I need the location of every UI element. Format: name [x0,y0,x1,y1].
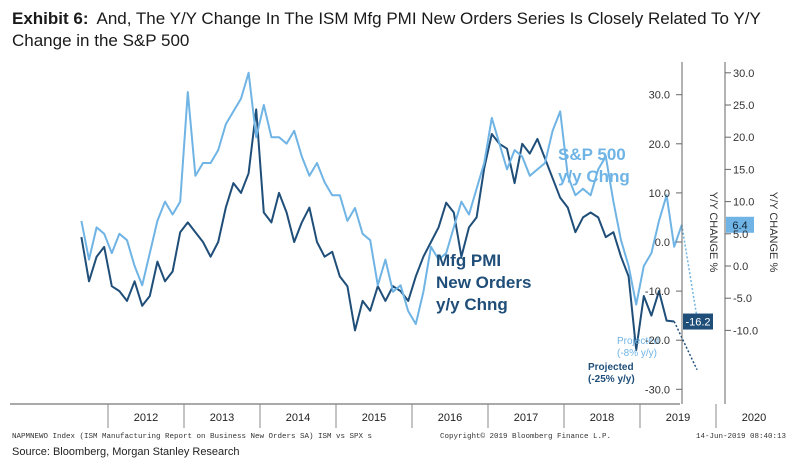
x-tick-label: 2015 [362,412,386,424]
left-axis-tick-label: -10.0 [645,286,670,298]
spx-last-value: 6.4 [732,220,747,232]
ism-series-label: New Orders [436,273,531,292]
right-axis-tick-label: 30.0 [733,68,754,80]
left-axis-tick-label: -20.0 [645,335,670,347]
x-tick-label: 2012 [134,412,158,424]
x-tick-label: 2020 [742,412,766,424]
right-axis-tick-label: 20.0 [733,132,754,144]
exhibit-label: Exhibit 6: [12,9,89,28]
ism-series-label: Mfg PMI [436,251,501,270]
x-tick-label: 2019 [666,412,690,424]
right-axis-tick-label: 15.0 [733,164,754,176]
right-axis-title: Y/Y CHANGE % [767,192,779,273]
chart-title: Exhibit 6: And, The Y/Y Change In The ISM… [12,8,788,52]
x-tick-label: 2016 [438,412,462,424]
right-axis-tick-label: 0.0 [733,261,748,273]
left-axis-tick-label: 10.0 [649,188,670,200]
ism-series-label: y/y Chng [436,295,508,314]
ism-projection-label: Projected [588,362,634,373]
x-tick-label: 2018 [590,412,614,424]
spx-series-label: y/y Chng [558,167,630,186]
right-axis-tick-label: 10.0 [733,197,754,209]
projection-line-spx [681,224,698,318]
right-axis-tick-label: 5.0 [733,229,748,241]
ism-projection-label: (-25% y/y) [588,374,635,385]
spx-last-value-badge [726,216,754,233]
footer-center: Copyright© 2019 Bloomberg Finance L.P. [440,432,611,441]
spx-series-label: S&P 500 [558,145,626,164]
source-note: Source: Bloomberg, Morgan Stanley Resear… [12,446,240,458]
left-axis-tick-label: 0.0 [655,237,670,249]
title-text: And, The Y/Y Change In The ISM Mfg PMI N… [12,9,761,50]
x-tick-label: 2017 [514,412,538,424]
ism-last-value-badge [683,313,713,330]
ism-last-value: -16.2 [685,317,710,329]
left-axis-tick-label: -30.0 [645,384,670,396]
right-axis-tick-label: -10.0 [733,325,758,337]
spx-projection-label: Projected [617,336,659,347]
right-axis-tick-label: -5.0 [733,293,752,305]
right-axis-tick-label: 25.0 [733,100,754,112]
x-tick-label: 2013 [210,412,234,424]
footer-left: NAPMNEWO Index (ISM Manufacturing Report… [12,433,372,441]
left-axis-tick-label: 30.0 [649,90,670,102]
spx-projection-label: (-8% y/y) [617,348,657,359]
left-axis-tick-label: 20.0 [649,139,670,151]
left-axis-title: Y/Y CHANGE % [707,192,719,273]
x-tick-label: 2014 [286,412,310,424]
series-line-spx [80,71,683,325]
footer-right: 14-Jun-2019 08:40:13 [696,433,787,441]
projection-line-ism [673,321,698,371]
